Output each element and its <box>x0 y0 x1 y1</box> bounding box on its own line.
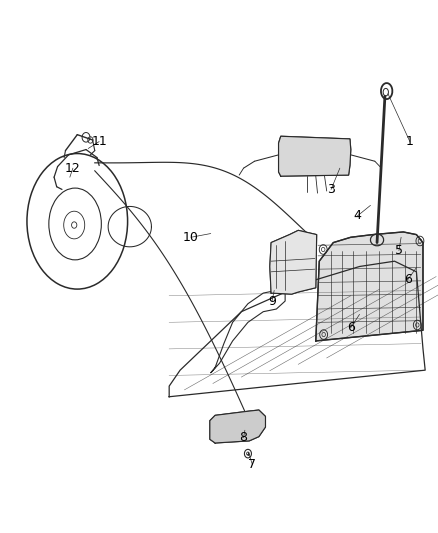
Text: 6: 6 <box>346 321 354 334</box>
Text: 6: 6 <box>403 273 411 286</box>
Text: 1: 1 <box>405 135 413 148</box>
Polygon shape <box>269 230 316 294</box>
Text: 5: 5 <box>394 244 402 257</box>
Text: 9: 9 <box>268 295 276 308</box>
Text: 8: 8 <box>239 431 247 444</box>
Text: 7: 7 <box>248 458 256 471</box>
Text: 4: 4 <box>353 209 360 222</box>
Text: 3: 3 <box>326 183 334 196</box>
Polygon shape <box>278 136 350 176</box>
Polygon shape <box>315 232 422 341</box>
Polygon shape <box>209 410 265 443</box>
Text: 12: 12 <box>65 161 81 175</box>
Text: 11: 11 <box>91 135 107 148</box>
Text: 10: 10 <box>183 231 198 244</box>
